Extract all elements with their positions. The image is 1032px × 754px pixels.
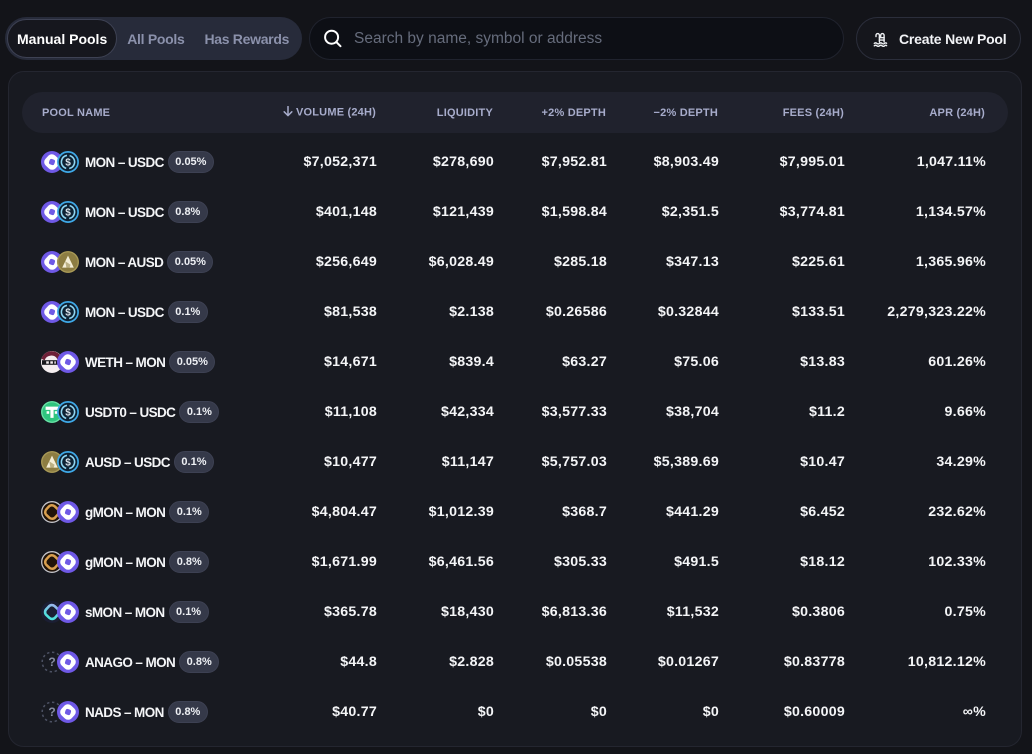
svg-text:$: $ [65, 458, 71, 469]
svg-text:$: $ [65, 308, 71, 319]
svg-text:$: $ [65, 408, 71, 419]
svg-text:$: $ [65, 208, 71, 219]
svg-text:?: ? [48, 655, 55, 669]
svg-text:$: $ [65, 158, 71, 169]
svg-text:?: ? [48, 705, 55, 719]
